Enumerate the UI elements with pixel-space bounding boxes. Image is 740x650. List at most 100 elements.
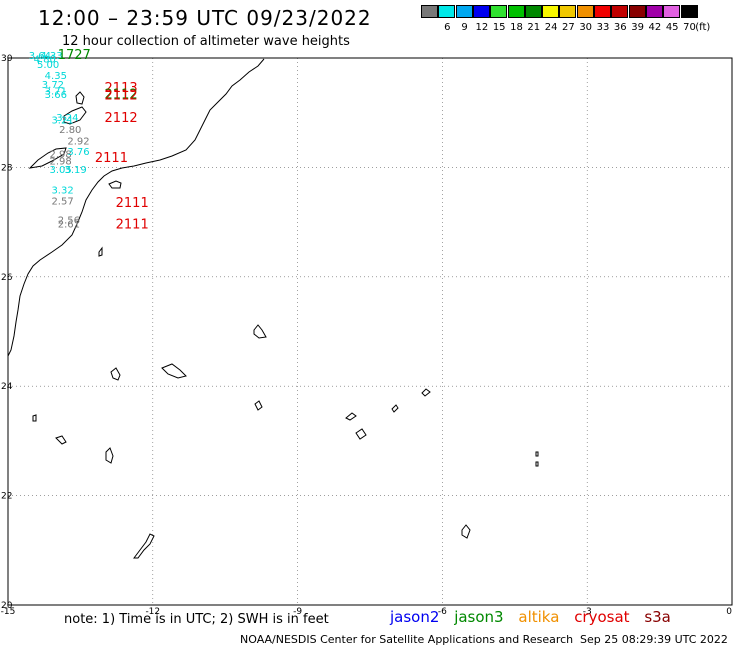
coastline	[7, 58, 539, 559]
legend-label: 18	[510, 22, 523, 33]
island-2	[161, 363, 187, 379]
lat-tick-label: 28	[1, 163, 13, 173]
lat-tick-label: 30	[1, 54, 13, 64]
legend-label: 42	[648, 22, 662, 33]
sat-s3a: s3a	[644, 608, 671, 626]
island-lanzarote	[75, 91, 85, 105]
legend-label: 70	[683, 22, 696, 33]
legend-swatch	[594, 5, 611, 18]
legend-label: 12	[475, 22, 489, 33]
wave-height-value: 2.80	[59, 125, 81, 136]
pass-id: 2112	[105, 89, 138, 104]
island-13	[535, 461, 539, 467]
pass-id: 2111	[95, 151, 128, 166]
wave-height-value: 3.71	[45, 87, 67, 98]
wave-height-value: 4.35	[45, 71, 67, 82]
legend-label: 39	[631, 22, 644, 33]
wave-height-value: 3.66	[45, 90, 67, 101]
map-title: 12:00 – 23:59 UTC 09/23/2022	[38, 6, 372, 30]
lat-tick-label: 20	[1, 601, 13, 611]
legend-swatch	[438, 5, 456, 18]
island-11	[421, 388, 431, 397]
lon-tick-label: 0	[726, 607, 732, 617]
legend-swatch	[645, 5, 663, 18]
legend-label: 33	[596, 22, 610, 33]
island-10	[391, 404, 399, 413]
island-4	[254, 400, 263, 411]
wave-height-value: 3.32	[51, 186, 73, 197]
sat-cryosat: cryosat	[574, 608, 630, 626]
pass-id: 2112	[105, 87, 138, 102]
wave-height-value: 2.56	[58, 216, 80, 227]
island-small-1	[98, 246, 103, 257]
map-border	[7, 57, 733, 606]
legend-label: 15	[492, 22, 506, 33]
map-subtitle: 12 hour collection of altimeter wave hei…	[62, 34, 350, 49]
island-3	[110, 367, 121, 381]
island-14	[461, 524, 471, 539]
wave-height-value: 3.19	[64, 165, 86, 176]
legend-label: 45	[665, 22, 679, 33]
wave-height-value: 2.98	[50, 150, 72, 161]
africa-coastline	[7, 58, 265, 357]
lat-tick-label: 26	[1, 273, 13, 283]
island-5	[32, 414, 37, 422]
legend-swatch	[542, 5, 560, 18]
island-gran-canaria	[28, 147, 67, 169]
wave-height-value: 2.61	[58, 220, 80, 231]
lon-tick-label: -15	[1, 607, 16, 617]
island-15	[133, 533, 155, 559]
pass-id: 2111	[116, 218, 149, 233]
legend-label: 21	[527, 22, 541, 33]
pass-id: 2113	[105, 81, 138, 96]
sat-jason2: jason2	[390, 608, 440, 626]
pass-id: 2111	[116, 196, 149, 211]
legend-swatch	[524, 5, 542, 18]
wave-height-value: 4.33	[40, 51, 62, 62]
island-7	[105, 447, 114, 464]
wave-height-labels: 3.644.334.805.004.353.723.713.66 3.243.21…	[29, 51, 90, 230]
footnote: note: 1) Time is in UTC; 2) SWH is in fe…	[64, 612, 329, 627]
legend-unit: (ft)	[695, 22, 711, 33]
legend-label: 9	[461, 22, 468, 33]
legend-swatch	[611, 5, 629, 18]
credit-line: NOAA/NESDIS Center for Satellite Applica…	[240, 633, 574, 646]
lon-tick-label: -9	[293, 607, 302, 617]
legend-label: 36	[613, 22, 627, 33]
legend-swatch	[455, 5, 473, 18]
lon-tick-label: -12	[145, 607, 160, 617]
legend-swatch	[490, 5, 508, 18]
wave-height-value: 3.24	[56, 113, 78, 124]
legend-swatch	[472, 5, 490, 18]
wave-height-value: 2.57	[51, 197, 73, 208]
legend-label: 6	[444, 22, 451, 33]
island-6	[55, 435, 67, 445]
legend-swatch	[576, 5, 594, 18]
legend-label: 30	[579, 22, 593, 33]
island-8	[345, 412, 357, 421]
island-9	[355, 428, 367, 440]
legend-swatch	[507, 5, 525, 18]
legend-swatch	[421, 5, 438, 18]
wave-height-value: 3.05	[50, 165, 72, 176]
wave-height-value: 4.80	[34, 54, 56, 65]
sat-jason3: jason3	[454, 608, 504, 626]
sat-altika: altika	[518, 608, 560, 626]
island-1	[253, 324, 267, 339]
wave-height-value: 2.92	[67, 136, 89, 147]
legend-label: 27	[562, 22, 575, 33]
wave-height-value: 3.76	[67, 147, 89, 158]
lon-tick-label: -3	[583, 607, 592, 617]
wave-height-value: 3.72	[42, 80, 64, 91]
lat-tick-label: 22	[1, 492, 12, 502]
pass-id: 2112	[105, 111, 138, 126]
lon-tick-label: -6	[438, 607, 447, 617]
legend-swatch	[559, 5, 577, 18]
legend-swatch	[680, 5, 698, 18]
map-frame	[7, 57, 733, 606]
wave-height-value: 3.21	[51, 116, 73, 127]
map-grid	[7, 57, 733, 606]
satellite-legend: jason2 jason3 altika cryosat s3a	[390, 608, 681, 626]
